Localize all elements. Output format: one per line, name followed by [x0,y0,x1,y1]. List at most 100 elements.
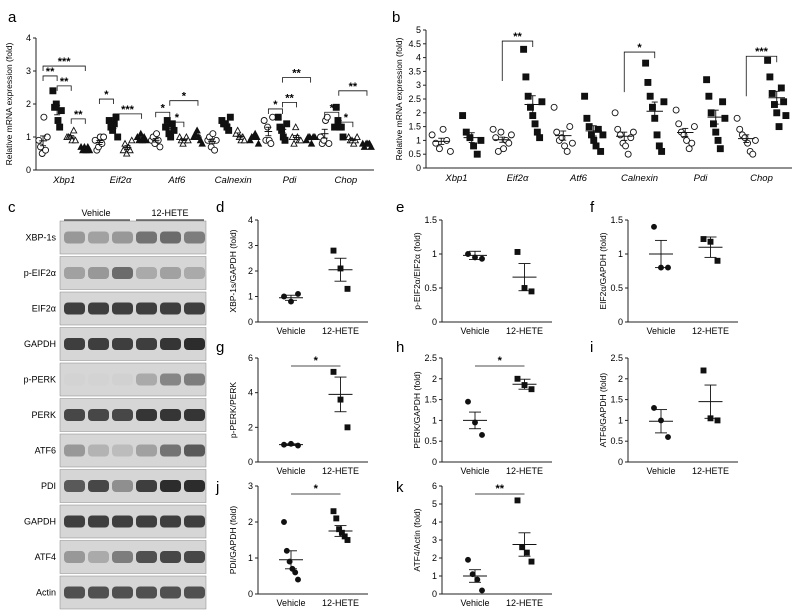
significance-marker-a: *** [121,104,135,116]
blot-band [64,586,85,599]
significance-bracket-a [282,101,297,108]
blot-band [160,444,181,457]
blot-band [64,515,85,528]
y-tick-label-k: 3 [432,535,437,545]
blot-band [160,586,181,599]
data-point-b [690,123,698,131]
data-point-b [721,114,729,122]
data-point-a [198,139,206,147]
significance-bracket-a [324,111,340,118]
blot-band [112,302,133,315]
data-point-b [749,150,757,158]
y-tick-label-g: 4 [248,388,253,398]
significance-marker-a: ** [60,76,69,88]
data-point-a [153,130,161,138]
data-point-b [744,139,752,147]
x-tick-label-j: 12-HETE [322,598,359,608]
data-point-a [240,136,249,144]
blot-band [160,231,181,244]
blot-row-label: PDI [41,481,56,491]
significance-bracket-a [169,121,185,128]
y-axis-label-i: ATF6/GAPDH (fold) [598,373,608,448]
x-tick-label-k: 12-HETE [506,598,543,608]
blot-band [88,302,109,315]
significance-marker-a: * [175,112,180,124]
blot-band [184,551,205,563]
y-tick-label-b: 2.5 [408,94,421,104]
data-point-k [474,576,481,583]
blot-band [88,515,109,528]
blot-row-label: ATF6 [35,446,56,456]
significance-bracket-b [623,51,656,93]
data-point-a [179,139,187,147]
data-point-b [505,139,513,147]
y-tick-label-a: 1 [26,132,31,142]
blot-band [88,373,109,386]
y-tick-label-i: 2 [618,374,623,384]
x-tick-label-g: Vehicle [276,466,305,476]
y-tick-label-h: 0 [432,457,437,467]
blot-band [64,480,85,492]
data-point-a [114,133,122,141]
data-point-a [54,117,62,124]
data-point-a [291,123,300,131]
panel-label-e: e [396,199,404,216]
blot-band [88,480,109,492]
significance-marker-a: * [161,102,166,114]
y-tick-label-h: 0.5 [424,436,437,446]
data-point-b [642,59,650,67]
data-point-b [644,78,652,86]
significance-bracket-a [56,85,72,91]
y-tick-label-k: 6 [432,481,437,491]
data-point-a [128,136,136,144]
y-tick-label-j: 0 [248,589,253,599]
blot-band [112,551,133,563]
y-axis-label-k: ATF4/Actin (fold) [412,508,422,571]
data-point-a [290,139,298,147]
significance-marker-a: ** [292,68,301,80]
data-point-b [439,125,447,133]
blot-band [64,267,85,279]
category-label-a: Pdi [283,175,298,186]
y-tick-label-j: 1 [248,553,253,563]
data-point-h [465,398,471,405]
data-point-a [226,113,234,121]
data-point-b [672,106,680,114]
significance-bracket-a [42,75,58,81]
blot-band [136,338,157,350]
data-point-d [330,247,337,254]
y-tick-label-i: 1 [618,415,623,425]
blot-band [160,302,181,315]
data-point-a [112,113,120,121]
data-point-i [700,367,707,374]
category-label-b: Eif2α [507,173,529,184]
data-point-b [649,103,656,111]
y-tick-label-g: 6 [248,353,253,363]
data-point-k [479,587,485,594]
y-tick-label-h: 2 [432,374,437,384]
data-point-k [523,549,530,556]
data-point-b [741,134,749,142]
y-tick-label-b: 3.5 [408,66,421,76]
data-point-a [269,113,277,121]
blot-row-label: Actin [36,588,56,598]
y-tick-label-b: 4 [416,53,421,63]
data-point-b [736,125,744,133]
data-point-b [568,139,576,147]
y-tick-label-e: 0.5 [424,283,437,293]
data-point-b [646,92,654,100]
data-point-a [360,142,369,150]
panel-label-i: i [590,339,593,356]
data-point-a [281,136,289,144]
y-tick-label-b: 0.5 [408,149,421,159]
y-tick-label-g: 2 [248,422,253,432]
blot-band [64,373,85,386]
data-point-e [479,255,485,262]
data-point-b [653,131,661,139]
y-tick-label-i: 0.5 [610,436,623,446]
blot-band [184,338,205,350]
blot-band [112,267,133,279]
data-point-a [323,113,331,121]
y-tick-label-e: 1 [432,249,437,259]
data-point-b [611,109,619,117]
